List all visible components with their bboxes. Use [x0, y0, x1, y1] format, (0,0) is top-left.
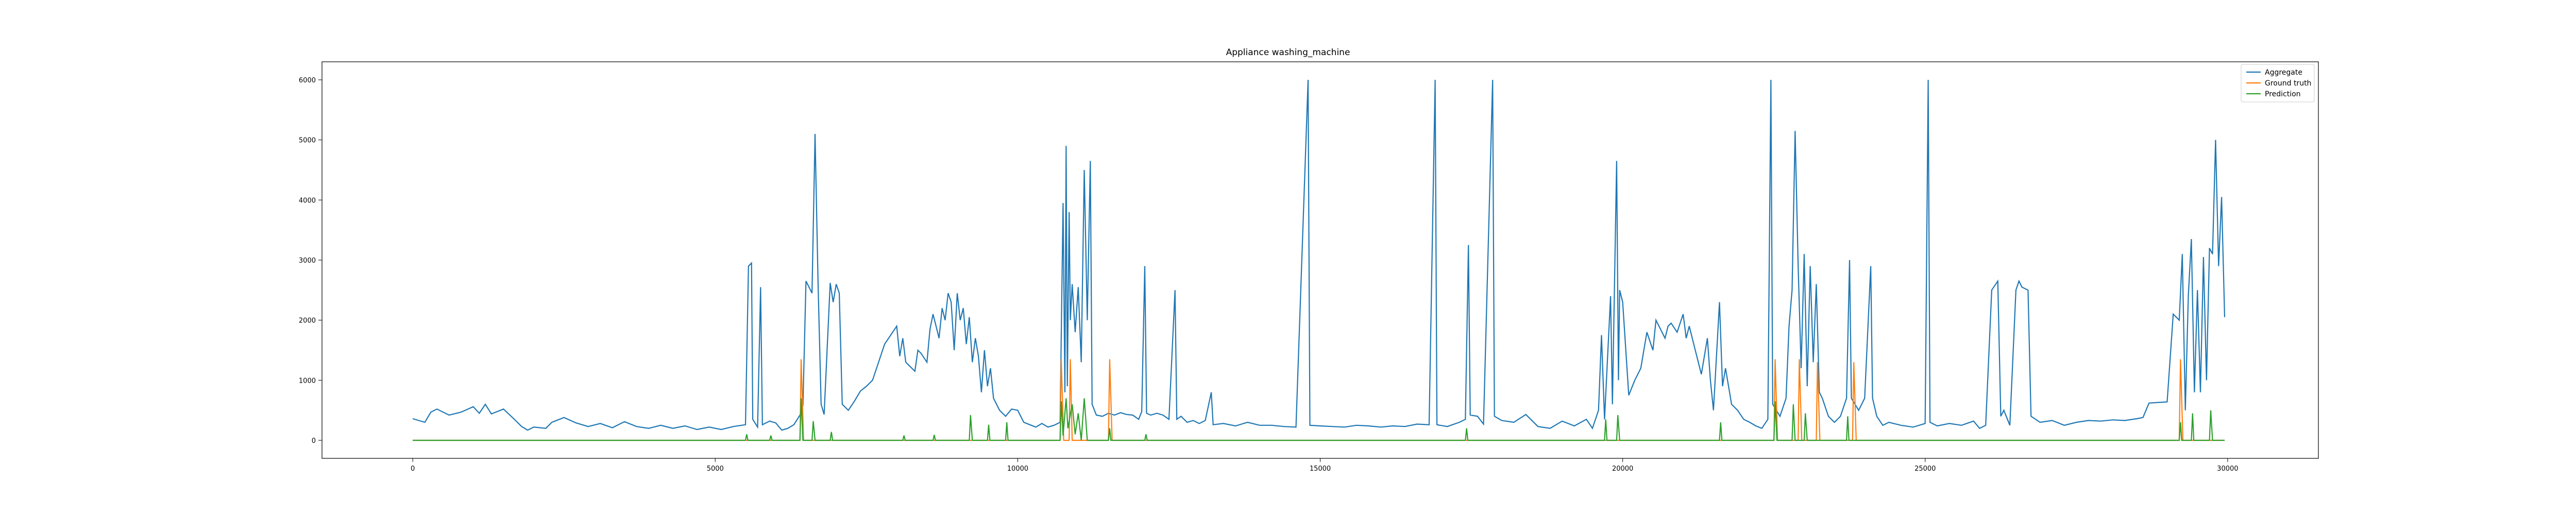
x-tick-label: 20000 — [1612, 465, 1633, 473]
series-line-ground-truth — [413, 359, 2225, 441]
y-tick-label: 1000 — [299, 377, 316, 385]
series-line-aggregate — [412, 79, 2226, 431]
x-tick-label: 30000 — [2217, 465, 2238, 473]
y-axis: 0 1000 2000 3000 4000 5000 6000 — [299, 77, 322, 445]
y-tick-label: 5000 — [299, 137, 316, 145]
legend-label: Ground truth — [2265, 79, 2311, 88]
series-layer — [412, 79, 2226, 441]
chart-title: Appliance washing_machine — [1226, 47, 1350, 58]
series-line-prediction — [413, 398, 2225, 441]
y-tick-label: 6000 — [299, 77, 316, 84]
y-tick-label: 3000 — [299, 257, 316, 265]
x-tick-label: 0 — [411, 465, 415, 473]
legend-label: Prediction — [2265, 90, 2301, 98]
y-tick-label: 4000 — [299, 197, 316, 204]
x-tick-label: 25000 — [1914, 465, 1936, 473]
legend: Aggregate Ground truth Prediction — [2241, 64, 2315, 102]
x-tick-label: 5000 — [707, 465, 724, 473]
x-tick-label: 15000 — [1310, 465, 1331, 473]
x-axis: 0 5000 10000 15000 20000 25000 30000 — [411, 458, 2239, 473]
legend-box — [2241, 64, 2315, 102]
x-tick-label: 10000 — [1007, 465, 1028, 473]
y-tick-label: 0 — [312, 437, 316, 445]
legend-label: Aggregate — [2265, 68, 2302, 77]
y-tick-label: 2000 — [299, 317, 316, 325]
